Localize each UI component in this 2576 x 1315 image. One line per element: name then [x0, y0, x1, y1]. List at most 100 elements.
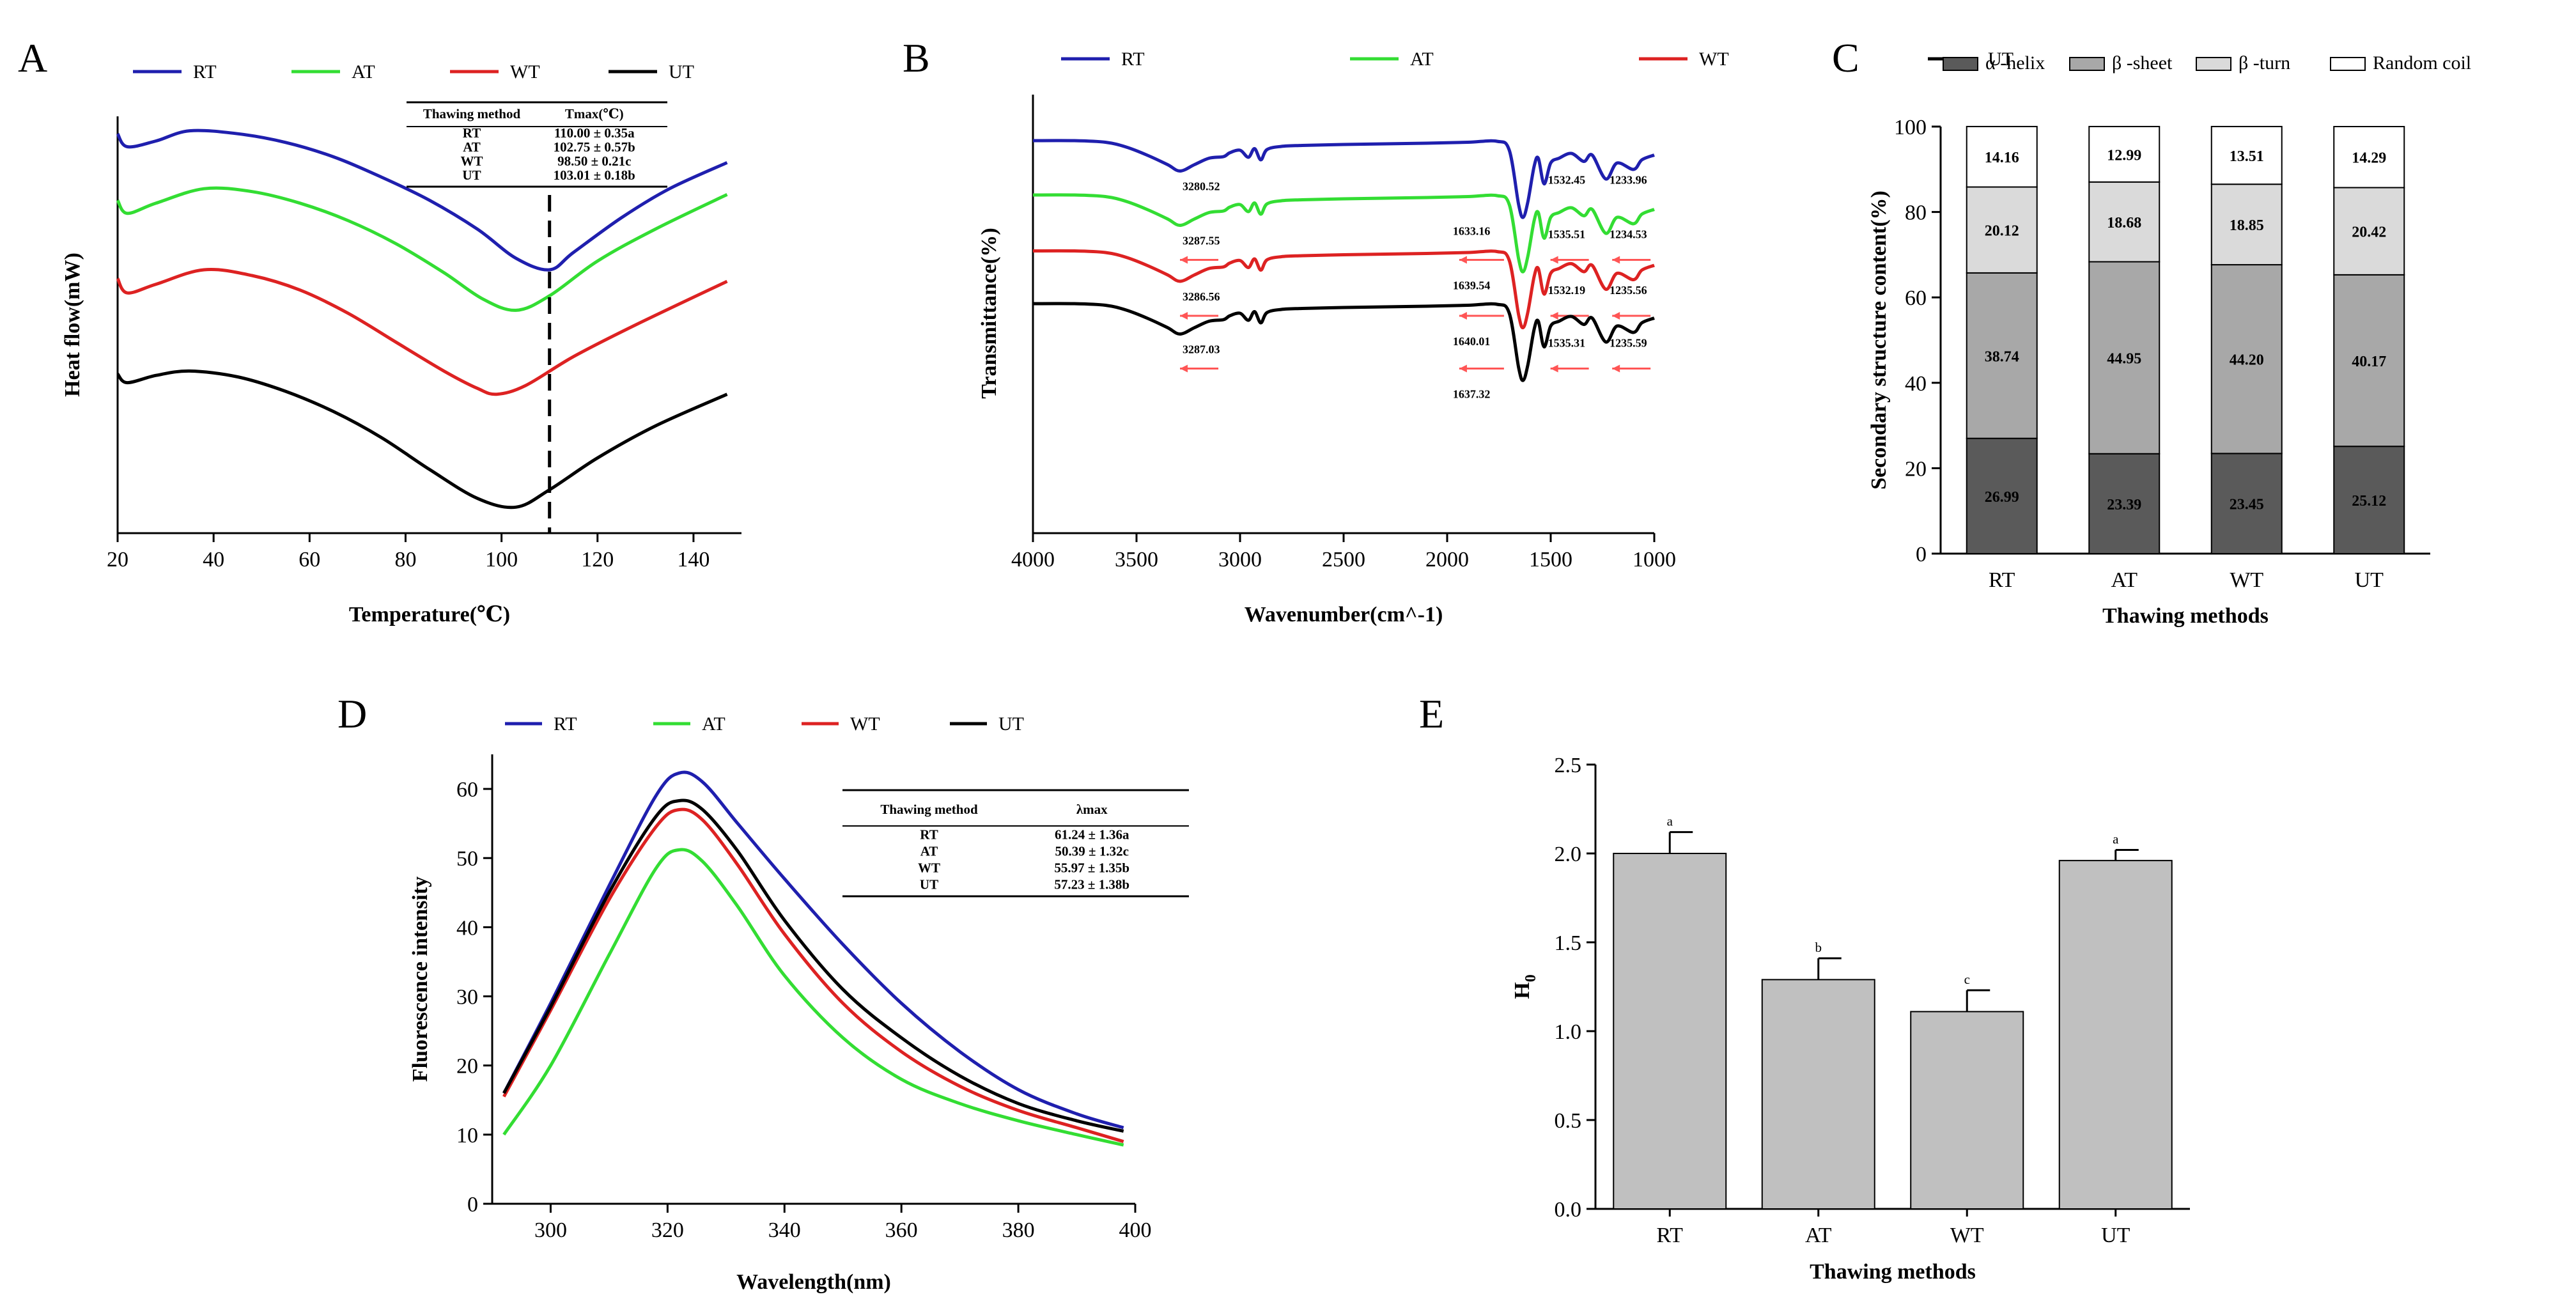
y-tick-label: 40 [1905, 372, 1927, 396]
table-cell-d: 55.97 ± 1.35b [1054, 860, 1129, 875]
segment-label-c-AT: 18.68 [2107, 215, 2141, 231]
table-cell-d: RT [920, 827, 938, 842]
segment-label-c-AT: 12.99 [2107, 147, 2141, 164]
bar-segment-c-UT [2333, 446, 2405, 555]
y-tick-label: 1.0 [1555, 1020, 1582, 1044]
table-cell-d: 50.39 ± 1.32c [1055, 843, 1129, 859]
curve-d-RT [502, 770, 1124, 1130]
x-tick-label: 100 [485, 548, 518, 572]
segment-label-c-RT: 20.12 [1985, 223, 2019, 240]
bar-segment-c-AT [2088, 453, 2161, 555]
table-cell-a: 103.01 ± 0.18b [554, 167, 635, 183]
x-axis-title-b: Wavenumber(cm^-1) [1245, 603, 1443, 626]
peak-label-b-WT: 3286.56 [1183, 290, 1220, 303]
x-tick-label: 60 [299, 548, 320, 572]
panel-label-e: E [1419, 691, 1444, 736]
bar-segment-c-RT [1966, 125, 2038, 188]
spectrum-b-RT [1032, 139, 1655, 219]
bar-e-AT [1761, 979, 1875, 1210]
x-tick-label: 40 [203, 548, 224, 572]
bar-segment-c-AT [2088, 181, 2161, 263]
table-header-a: Thawing method [423, 106, 521, 121]
x-tick-label: 120 [581, 548, 614, 572]
y-tick-label: 80 [1905, 201, 1927, 225]
legend-label-a-AT: AT [352, 61, 375, 82]
shift-arrow-head [1550, 256, 1558, 264]
x-tick-label: 3500 [1115, 548, 1158, 572]
legend-label-d-UT: UT [998, 713, 1024, 735]
bar-segment-c-RT [1966, 186, 2038, 274]
y-tick-label: 1.5 [1555, 931, 1582, 955]
x-tick-label: 20 [107, 548, 128, 572]
y-tick-label: 0.0 [1555, 1198, 1582, 1222]
spectrum-b-AT [1032, 193, 1655, 274]
shift-arrow-head [1180, 256, 1188, 264]
table-cell-d: UT [920, 876, 938, 892]
y-tick-label: 60 [456, 778, 478, 802]
table-header-d: λmax [1076, 802, 1108, 817]
x-tick-label: 360 [885, 1218, 918, 1242]
y-tick-label: 2.5 [1555, 754, 1582, 777]
y-axis-title-e: H0 [1510, 974, 1539, 999]
bar-segment-c-RT [1966, 437, 2038, 554]
x-tick-label: 300 [534, 1218, 567, 1242]
panel-label-b: B [903, 35, 930, 81]
segment-label-c-WT: 44.20 [2230, 352, 2264, 369]
y-tick-label: 0.5 [1555, 1109, 1582, 1133]
x-tick-label: 400 [1119, 1218, 1152, 1242]
bar-segment-c-WT [2210, 125, 2283, 185]
x-tick-label: 2500 [1322, 548, 1365, 572]
legend-label-a-UT: UT [669, 61, 694, 82]
bar-e-RT [1613, 853, 1727, 1210]
legend-label-b-UT: UT [1988, 49, 2013, 70]
table-cell-d: WT [918, 860, 940, 875]
x-tick-label: UT [2101, 1224, 2130, 1247]
bar-e-UT [2058, 860, 2173, 1210]
x-tick-label: 380 [1002, 1218, 1035, 1242]
x-tick-label: 4000 [1011, 548, 1055, 572]
shift-arrow-head [1459, 364, 1467, 373]
table-cell-a: AT [463, 139, 481, 155]
bar-segment-c-WT [2210, 183, 2283, 266]
segment-label-c-UT: 40.17 [2352, 354, 2386, 370]
y-tick-label: 20 [456, 1055, 478, 1078]
y-axis-title-d: Fluorescence intensity [408, 876, 432, 1082]
y-axis-title-c: Secondary structure content(%) [1867, 191, 1891, 490]
significance-label-e-RT: a [1667, 814, 1673, 829]
bar-segment-c-AT [2088, 261, 2161, 455]
legend-label-b-RT: RT [1121, 49, 1145, 70]
x-tick-label: 3000 [1218, 548, 1262, 572]
legend-label-a-WT: WT [510, 61, 540, 82]
x-tick-label: AT [2111, 568, 2138, 592]
segment-label-c-UT: 20.42 [2352, 224, 2386, 241]
segment-label-c-UT: 14.29 [2352, 150, 2386, 167]
x-tick-label: AT [1805, 1224, 1832, 1247]
table-cell-d: 57.23 ± 1.38b [1054, 876, 1129, 892]
y-tick-label: 20 [1905, 457, 1927, 481]
shift-arrow-head [1180, 312, 1188, 320]
table-cell-a: 98.50 ± 0.21c [557, 153, 631, 169]
segment-label-c-WT: 23.45 [2230, 497, 2264, 513]
peak-label-b-AT: 1535.51 [1548, 228, 1586, 241]
x-tick-label: RT [1657, 1224, 1684, 1247]
shift-arrow-head [1612, 364, 1620, 373]
legend-swatch-c-0 [1943, 57, 1978, 71]
segment-label-c-AT: 23.39 [2107, 497, 2141, 513]
significance-label-e-WT: c [1964, 972, 1970, 987]
legend-label-d-AT: AT [702, 713, 725, 735]
legend-swatch-c-1 [2069, 57, 2105, 71]
x-tick-label: 1500 [1529, 548, 1572, 572]
table-cell-d: AT [920, 843, 938, 859]
shift-arrow-head [1550, 312, 1558, 320]
peak-label-b-AT: 1639.54 [1453, 279, 1491, 292]
shift-arrow-head [1459, 256, 1467, 264]
x-tick-label: WT [2230, 568, 2263, 592]
y-tick-label: 100 [1894, 116, 1927, 139]
peak-label-b-UT: 3287.03 [1183, 343, 1220, 356]
peak-label-b-UT: 1637.32 [1453, 388, 1491, 401]
table-cell-a: RT [463, 125, 481, 141]
peak-label-b-WT: 1235.56 [1610, 284, 1647, 297]
peak-label-b-AT: 3287.55 [1183, 235, 1220, 247]
curve-a-WT [116, 268, 728, 396]
